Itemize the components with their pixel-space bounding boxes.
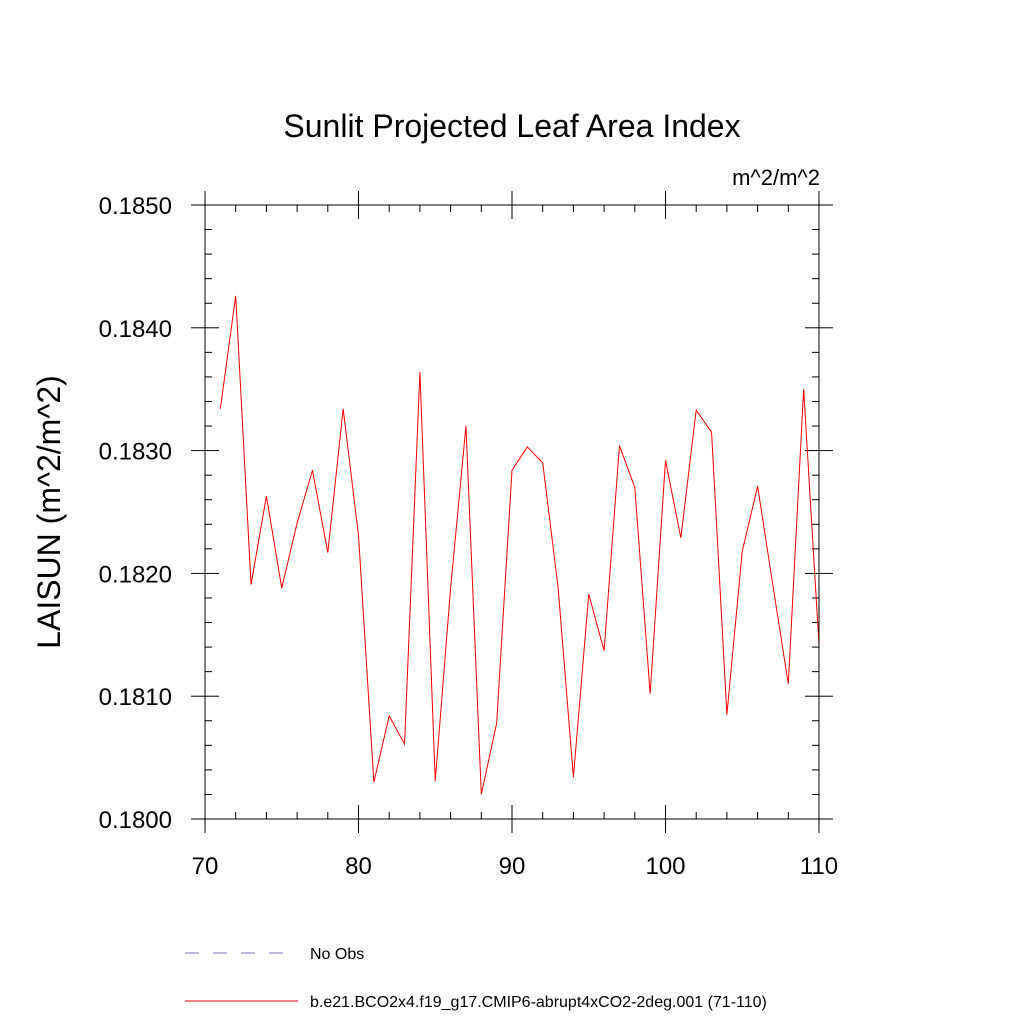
y-tick-label: 0.1810 xyxy=(99,684,172,711)
y-tick-label: 0.1830 xyxy=(99,439,172,466)
y-tick-label: 0.1840 xyxy=(99,316,172,343)
x-tick-label: 80 xyxy=(345,853,372,880)
chart-title: Sunlit Projected Leaf Area Index xyxy=(283,108,740,144)
y-tick-label: 0.1850 xyxy=(99,193,172,220)
y-axis-label: LAISUN (m^2/m^2) xyxy=(31,375,67,649)
units-label: m^2/m^2 xyxy=(732,165,820,190)
series-line-1 xyxy=(219,295,820,795)
data-series xyxy=(219,295,820,795)
x-tick-label: 90 xyxy=(499,853,526,880)
axis-ticks xyxy=(191,191,833,833)
plot-frame xyxy=(204,204,820,820)
legend: No Obs b.e21.BCO2x4.f19_g17.CMIP6-abrupt… xyxy=(185,946,767,1011)
y-tick-label: 0.1820 xyxy=(99,561,172,588)
x-tick-labels: 70 80 90 100 110 xyxy=(192,853,838,880)
x-tick-label: 110 xyxy=(800,853,838,880)
y-tick-labels: 0.1800 0.1810 0.1820 0.1830 0.1840 0.1850 xyxy=(99,193,172,834)
legend-label-no-obs: No Obs xyxy=(310,946,364,963)
y-tick-label: 0.1800 xyxy=(99,807,172,834)
x-tick-label: 100 xyxy=(645,853,685,880)
x-tick-label: 70 xyxy=(192,853,219,880)
legend-label-model-run: b.e21.BCO2x4.f19_g17.CMIP6-abrupt4xCO2-2… xyxy=(310,994,767,1011)
